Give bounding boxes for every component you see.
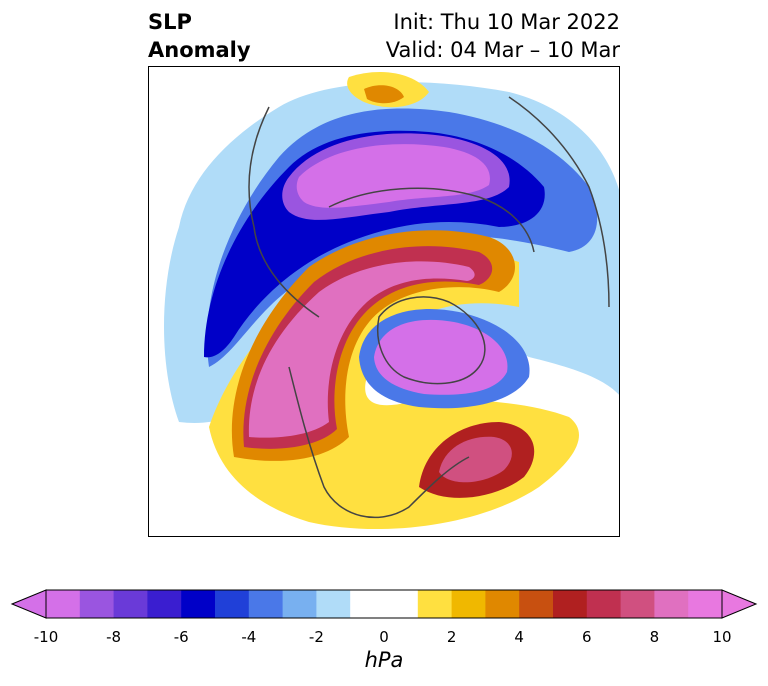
colorbar-segment <box>519 590 554 618</box>
colorbar-tick-label: -6 <box>173 628 189 646</box>
init-date: Init: Thu 10 Mar 2022 <box>393 10 620 34</box>
colorbar-tick-label: -8 <box>106 628 122 646</box>
anomaly-field-orange-north <box>364 85 404 104</box>
colorbar-segment <box>688 590 723 618</box>
colorbar-segment <box>316 590 351 618</box>
colorbar-segment <box>147 590 182 618</box>
colorbar-segment <box>181 590 216 618</box>
colorbar-tick-label: 2 <box>446 628 457 646</box>
anomaly-field-violet-greenland <box>374 319 508 395</box>
colorbar-tick-label: -10 <box>33 628 59 646</box>
colorbar-segment <box>282 590 317 618</box>
colorbar-tick-label: 6 <box>582 628 592 646</box>
colorbar-frame <box>45 589 723 619</box>
title-left: SLP Anomaly <box>148 8 251 64</box>
colorbar-segment <box>46 590 81 618</box>
colorbar-segment <box>620 590 655 618</box>
colorbar-segments <box>46 590 723 618</box>
colorbar-segment <box>248 590 284 618</box>
colorbar-segment <box>586 590 622 618</box>
title-right: Init: Thu 10 Mar 2022 Valid: 04 Mar – 10… <box>386 8 620 64</box>
coastlines <box>248 96 610 519</box>
colorbar-under-arrow <box>10 589 47 619</box>
anomaly-field-pink-arc <box>248 261 475 438</box>
colorbar-segment <box>79 590 115 618</box>
colorbar-tick-label: 4 <box>514 628 524 646</box>
colorbar-tick-label: 0 <box>379 628 389 646</box>
colorbar-units: hPa <box>364 648 404 672</box>
map-panel <box>148 66 620 537</box>
colorbar-tick-label: -2 <box>308 628 324 646</box>
colorbar-tick-label: 10 <box>712 628 732 646</box>
valid-range: Valid: 04 Mar – 10 Mar <box>385 38 620 62</box>
title-variable: SLP <box>148 10 192 34</box>
colorbar-segment <box>215 590 250 618</box>
colorbar-segment <box>417 590 453 618</box>
colorbar-segment <box>350 590 419 618</box>
colorbar-tick-label: -4 <box>241 628 257 646</box>
anomaly-field-pink-atlantic <box>439 436 512 483</box>
title-variable-sub: Anomaly <box>148 38 251 62</box>
colorbar-segment <box>654 590 689 618</box>
anomaly-map <box>164 72 619 530</box>
colorbar <box>10 589 758 619</box>
anomaly-field-violet <box>296 144 490 208</box>
colorbar-over-arrow <box>721 589 758 619</box>
colorbar-segment <box>113 590 148 618</box>
colorbar-segment <box>451 590 486 618</box>
colorbar-segment <box>553 590 588 618</box>
colorbar-segment <box>485 590 520 618</box>
colorbar-tick-label: 8 <box>649 628 660 646</box>
